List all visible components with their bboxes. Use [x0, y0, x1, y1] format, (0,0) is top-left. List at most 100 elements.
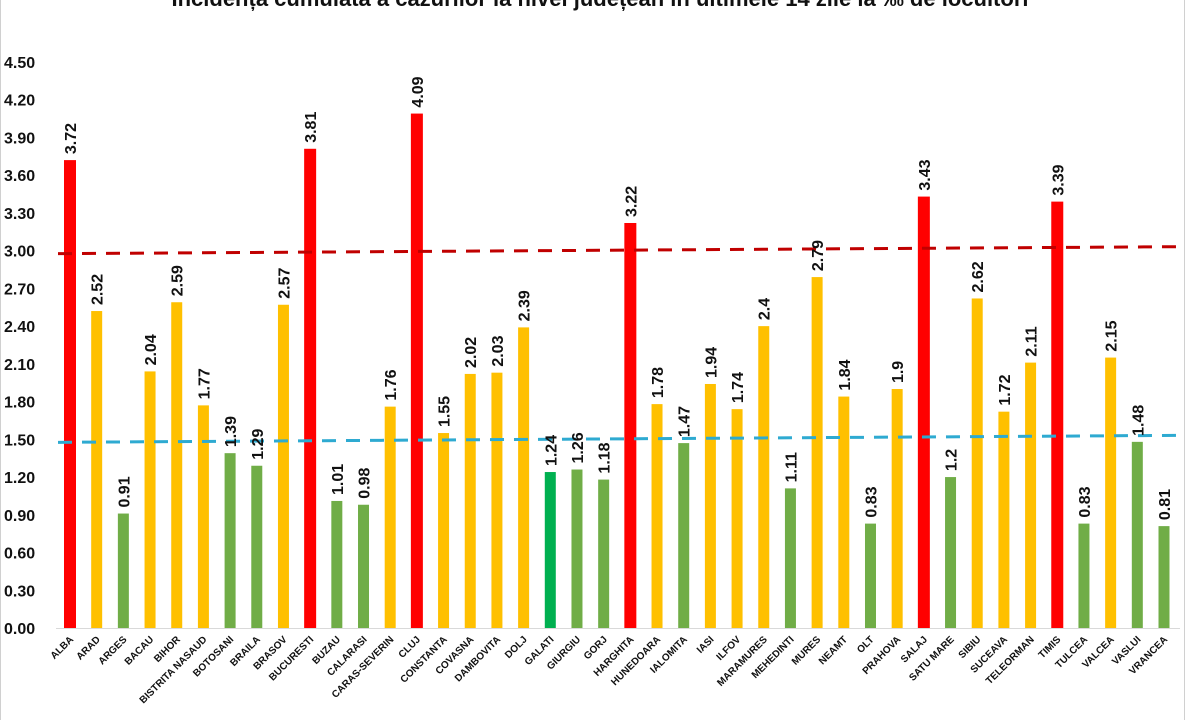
blue-threshold-line: [57, 433, 1185, 444]
bar-buzau: [331, 500, 343, 628]
value-label: 1.78: [650, 367, 667, 398]
value-label: 0.83: [1077, 486, 1094, 517]
x-tick-label: ALBA: [49, 634, 76, 661]
bar-salaj: [917, 196, 930, 629]
bar-covasna: [464, 373, 476, 628]
value-label: 2.04: [143, 334, 160, 365]
y-tick-label: 2.10: [4, 357, 35, 374]
bar-constanta: [438, 433, 450, 628]
chart-title: Incidența cumulată a cazurilor la nivel …: [0, 0, 1200, 12]
bar-timis: [1051, 201, 1064, 628]
value-label: 3.43: [917, 159, 934, 190]
value-label: 1.01: [330, 464, 347, 495]
value-label: 3.72: [63, 123, 80, 154]
value-label: 3.39: [1050, 164, 1067, 195]
value-label: 1.2: [944, 449, 961, 471]
value-label: 1.55: [437, 396, 454, 427]
value-label: 1.94: [703, 347, 720, 378]
right-border: [1184, 0, 1185, 720]
value-label: 2.03: [490, 335, 507, 366]
y-tick-label: 4.50: [4, 55, 35, 72]
value-label: 1.72: [997, 374, 1014, 405]
bar-mures: [811, 277, 823, 628]
y-tick-label: 0.00: [4, 621, 35, 638]
value-label: 2.57: [276, 268, 293, 299]
value-labels: 3.72 2.52 0.91 2.04 2.59 1.77 1.39 1.29 2.57 3.81…: [63, 76, 1174, 520]
y-tick-label: 2.70: [4, 281, 35, 298]
bar-gorj: [598, 479, 610, 628]
y-axis: 0.00 0.30 0.60 0.90 1.20 1.50 1.80 2.10 2.40 2.70…: [4, 55, 1180, 638]
bar-vrancea: [1158, 526, 1170, 628]
y-tick-label: 1.50: [4, 432, 35, 449]
bar-calarasi: [358, 504, 370, 628]
value-label: 2.59: [170, 265, 187, 296]
bars: [64, 113, 1170, 629]
value-label: 0.98: [357, 467, 374, 498]
bar-ilfov: [731, 409, 743, 628]
x-tick-label: NEAMT: [817, 634, 850, 667]
value-label: 0.81: [1157, 489, 1174, 520]
x-tick-label: IASI: [695, 634, 717, 656]
x-tick-label: BACAU: [123, 634, 156, 667]
value-label: 2.15: [1104, 320, 1121, 351]
y-tick-label: 0.90: [4, 508, 35, 525]
value-label: 3.81: [303, 112, 320, 143]
bar-teleorman: [1025, 362, 1037, 628]
left-border: [0, 0, 1, 720]
bar-neamt: [838, 396, 850, 628]
bar-hunedoara: [651, 404, 663, 628]
value-label: 1.24: [543, 435, 560, 466]
bar-valcea: [1105, 357, 1117, 628]
bar-caras-severin: [384, 406, 396, 628]
bar-botosani: [224, 453, 236, 628]
bar-bucuresti: [304, 148, 317, 628]
bar-alba: [64, 160, 76, 628]
value-label: 1.84: [837, 359, 854, 390]
value-label: 1.18: [597, 442, 614, 473]
value-label: 1.77: [196, 368, 213, 399]
x-tick-label: OLT: [855, 634, 876, 655]
value-label: 2.02: [463, 337, 480, 368]
value-label: 2.11: [1024, 326, 1041, 356]
bar-mehedinti: [784, 488, 796, 628]
x-tick-label: MURES: [790, 634, 824, 668]
bar-sibiu: [971, 298, 983, 628]
bar-arad: [91, 311, 103, 628]
value-label: 2.52: [90, 274, 107, 305]
y-tick-label: 0.60: [4, 546, 35, 563]
y-tick-label: 1.20: [4, 470, 35, 487]
value-label: 1.29: [250, 429, 267, 460]
bar-tulcea: [1078, 523, 1090, 628]
value-label: 2.4: [757, 298, 774, 320]
value-label: 2.62: [970, 261, 987, 292]
bar-bistrita-nasaud: [197, 405, 209, 628]
bar-harghita: [624, 222, 637, 629]
value-label: 1.48: [1130, 405, 1147, 436]
bar-cluj: [410, 113, 423, 628]
bar-satu-mare: [945, 477, 957, 628]
bar-bihor: [171, 302, 183, 628]
bar-dolj: [518, 327, 530, 628]
y-tick-label: 3.00: [4, 244, 35, 261]
reference-lines: [57, 245, 1185, 444]
bar-olt: [864, 523, 876, 628]
bar-dambovita: [491, 372, 503, 628]
value-label: 4.09: [410, 76, 427, 107]
bar-vaslui: [1131, 441, 1143, 628]
y-tick-label: 3.90: [4, 130, 35, 147]
bar-prahova: [891, 389, 903, 628]
value-label: 1.26: [570, 432, 587, 463]
value-label: 3.22: [623, 186, 640, 217]
red-threshold-line: [57, 245, 1185, 256]
value-label: 0.91: [116, 476, 133, 507]
bar-maramures: [758, 326, 770, 628]
value-label: 1.76: [383, 369, 400, 400]
value-label: 1.47: [677, 406, 694, 437]
y-tick-label: 1.80: [4, 395, 35, 412]
value-label: 2.79: [810, 240, 827, 271]
value-label: 1.9: [890, 361, 907, 383]
value-label: 1.39: [223, 416, 240, 447]
bar-ialomita: [678, 443, 690, 628]
bar-braila: [251, 465, 263, 628]
